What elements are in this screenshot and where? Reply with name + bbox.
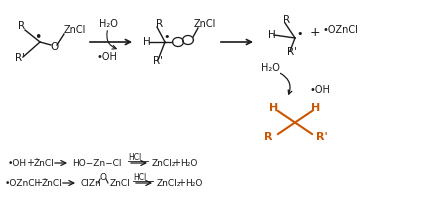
Text: R: R xyxy=(264,132,272,142)
Text: O: O xyxy=(50,42,58,52)
Text: ZnCl₂: ZnCl₂ xyxy=(152,158,176,168)
Text: ZnCl: ZnCl xyxy=(110,179,131,187)
Text: +: + xyxy=(34,178,42,188)
Text: ZnCl: ZnCl xyxy=(64,25,86,35)
Text: HCl: HCl xyxy=(128,153,141,163)
Text: H₂O: H₂O xyxy=(185,179,202,187)
Text: ZnCl₂: ZnCl₂ xyxy=(157,179,182,187)
Text: H₂O: H₂O xyxy=(180,158,198,168)
Text: R: R xyxy=(19,21,26,31)
Text: R: R xyxy=(156,19,163,29)
Text: H: H xyxy=(268,30,276,40)
Text: •OH: •OH xyxy=(309,85,330,95)
Text: O: O xyxy=(99,174,107,182)
Text: R': R' xyxy=(287,47,297,57)
Text: •OH: •OH xyxy=(96,52,117,62)
Text: H₂O: H₂O xyxy=(99,19,117,29)
Text: R': R' xyxy=(15,53,25,63)
Text: ZnCl: ZnCl xyxy=(194,19,216,29)
Text: R: R xyxy=(283,15,290,25)
Text: +: + xyxy=(26,158,34,168)
Text: HCl: HCl xyxy=(133,174,146,182)
Text: •OZnCl: •OZnCl xyxy=(322,25,358,35)
Text: H: H xyxy=(270,103,279,113)
Text: +: + xyxy=(172,158,180,168)
Text: R': R' xyxy=(316,132,328,142)
Text: •OZnCl: •OZnCl xyxy=(5,179,38,187)
Text: H: H xyxy=(311,103,321,113)
Text: ClZn: ClZn xyxy=(80,179,101,187)
Text: H₂O: H₂O xyxy=(261,63,279,73)
Text: H: H xyxy=(143,37,151,47)
Text: Ż̇nCl: Ż̇nCl xyxy=(42,179,63,187)
Text: •OH: •OH xyxy=(8,158,27,168)
Text: •: • xyxy=(164,32,170,42)
Text: •: • xyxy=(34,31,42,43)
Text: +: + xyxy=(309,26,320,38)
Text: R': R' xyxy=(153,56,163,66)
Text: HO−Zn−Cl: HO−Zn−Cl xyxy=(72,158,122,168)
Text: Ż̇nCl: Ż̇nCl xyxy=(34,158,55,168)
Text: +: + xyxy=(177,178,185,188)
Text: •: • xyxy=(297,29,303,39)
